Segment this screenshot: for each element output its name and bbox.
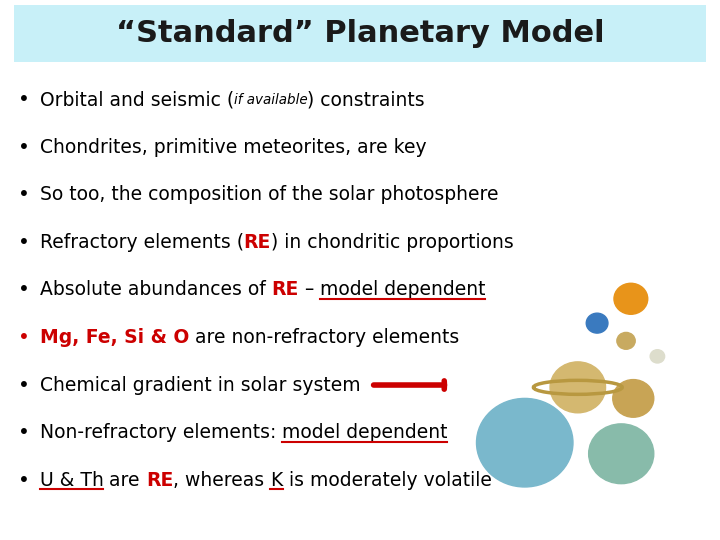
Circle shape <box>550 362 606 413</box>
Text: •: • <box>18 375 30 395</box>
Circle shape <box>589 424 654 484</box>
Circle shape <box>477 399 573 487</box>
Text: So too, the composition of the solar photosphere: So too, the composition of the solar pho… <box>40 185 498 205</box>
Text: are: are <box>104 470 146 490</box>
Text: Absolute abundances of: Absolute abundances of <box>40 280 271 300</box>
Text: RE: RE <box>244 233 271 252</box>
Text: •: • <box>18 138 30 157</box>
Text: is moderately volatile: is moderately volatile <box>283 470 492 490</box>
Text: U & Th: U & Th <box>40 470 104 490</box>
Circle shape <box>613 380 654 417</box>
Text: ) in chondritic proportions: ) in chondritic proportions <box>271 233 514 252</box>
Text: •: • <box>18 280 30 300</box>
Text: if available: if available <box>234 93 307 107</box>
Text: •: • <box>18 90 30 110</box>
Text: Refractory elements (: Refractory elements ( <box>40 233 244 252</box>
Text: are non-refractory elements: are non-refractory elements <box>189 328 459 347</box>
Text: •: • <box>18 233 30 252</box>
Text: RE: RE <box>146 470 174 490</box>
Text: “Standard” Planetary Model: “Standard” Planetary Model <box>116 19 604 48</box>
FancyBboxPatch shape <box>14 5 706 62</box>
Circle shape <box>614 284 648 314</box>
Text: •: • <box>18 328 30 347</box>
Circle shape <box>586 313 608 333</box>
Text: Orbital and seismic (: Orbital and seismic ( <box>40 90 234 110</box>
Text: Chondrites, primitive meteorites, are key: Chondrites, primitive meteorites, are ke… <box>40 138 426 157</box>
Text: –: – <box>299 280 320 300</box>
Circle shape <box>650 350 665 363</box>
Text: model dependent: model dependent <box>320 280 485 300</box>
Text: Mg, Fe, Si & O: Mg, Fe, Si & O <box>40 328 189 347</box>
Text: •: • <box>18 185 30 205</box>
Text: RE: RE <box>271 280 299 300</box>
Circle shape <box>617 333 635 349</box>
Text: ) constraints: ) constraints <box>307 90 425 110</box>
Text: , whereas: , whereas <box>174 470 270 490</box>
Text: •: • <box>18 423 30 442</box>
Text: •: • <box>18 470 30 490</box>
Text: model dependent: model dependent <box>282 423 447 442</box>
Text: Chemical gradient in solar system: Chemical gradient in solar system <box>40 375 360 395</box>
Text: K: K <box>270 470 283 490</box>
Text: Non-refractory elements:: Non-refractory elements: <box>40 423 282 442</box>
